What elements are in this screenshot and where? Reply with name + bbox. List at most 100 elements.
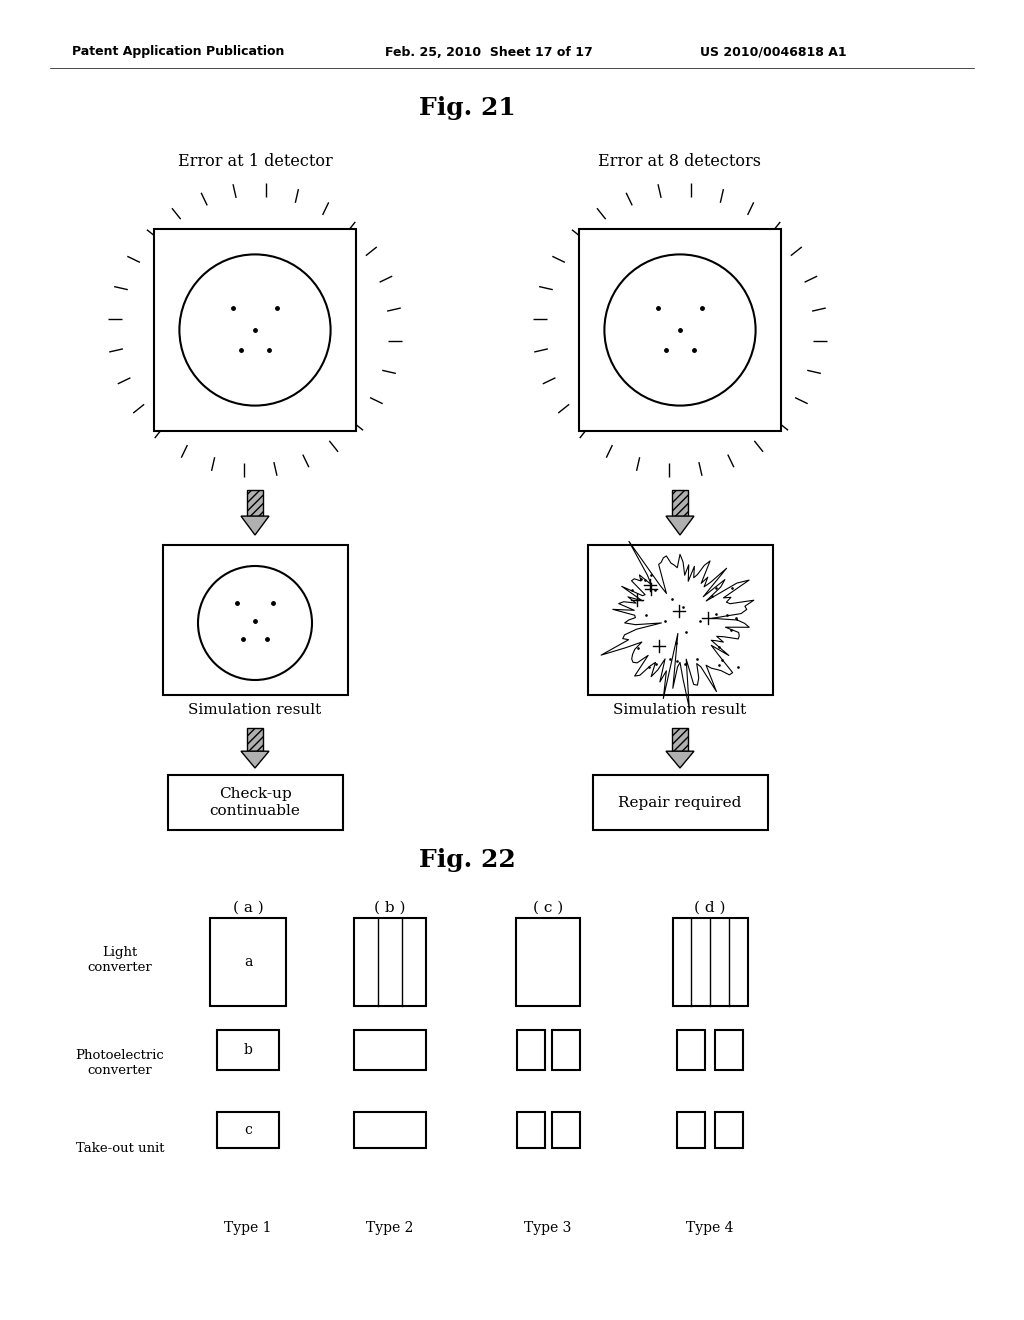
Bar	[516, 1111, 545, 1148]
Polygon shape	[720, 189, 723, 203]
Text: Patent Application Publication: Patent Application Publication	[72, 45, 285, 58]
Bar	[715, 1111, 743, 1148]
Polygon shape	[380, 276, 392, 282]
Polygon shape	[580, 428, 589, 438]
Polygon shape	[543, 378, 555, 384]
Polygon shape	[728, 454, 734, 467]
Polygon shape	[118, 378, 130, 384]
Polygon shape	[146, 230, 158, 239]
Polygon shape	[539, 286, 553, 289]
Polygon shape	[805, 276, 817, 282]
Polygon shape	[755, 441, 763, 451]
Bar	[247, 490, 263, 516]
Polygon shape	[535, 348, 548, 352]
Polygon shape	[666, 516, 694, 535]
Polygon shape	[795, 397, 808, 404]
Polygon shape	[241, 751, 269, 768]
Text: Type 4: Type 4	[686, 1221, 734, 1236]
Bar	[593, 775, 768, 830]
Polygon shape	[666, 751, 694, 768]
Text: US 2010/0046818 A1: US 2010/0046818 A1	[700, 45, 847, 58]
Polygon shape	[295, 189, 298, 203]
Polygon shape	[155, 428, 164, 438]
Polygon shape	[597, 209, 605, 219]
Polygon shape	[387, 308, 400, 312]
Polygon shape	[273, 462, 276, 475]
Polygon shape	[303, 454, 309, 467]
Polygon shape	[212, 457, 215, 471]
Text: ( b ): ( b )	[374, 902, 406, 915]
Polygon shape	[323, 202, 329, 215]
Bar	[155, 230, 355, 430]
Text: Simulation result: Simulation result	[613, 704, 746, 717]
Text: Error at 8 detectors: Error at 8 detectors	[598, 153, 762, 170]
Text: Repair required: Repair required	[618, 796, 741, 809]
Text: Light
converter: Light converter	[88, 946, 153, 974]
Polygon shape	[110, 348, 123, 352]
Polygon shape	[777, 421, 788, 430]
Bar	[354, 917, 426, 1006]
Polygon shape	[201, 193, 207, 206]
Text: Photoelectric
converter: Photoelectric converter	[76, 1049, 165, 1077]
Polygon shape	[114, 286, 128, 289]
Circle shape	[604, 255, 756, 405]
Polygon shape	[558, 404, 569, 413]
Circle shape	[198, 566, 312, 680]
Polygon shape	[606, 445, 612, 458]
Bar	[217, 1030, 279, 1071]
Polygon shape	[370, 397, 383, 404]
Polygon shape	[812, 308, 825, 312]
Polygon shape	[572, 230, 583, 239]
Bar	[168, 775, 342, 830]
Bar	[217, 1111, 279, 1148]
Text: Fig. 21: Fig. 21	[419, 96, 515, 120]
Bar	[516, 1030, 545, 1071]
Bar	[354, 1030, 426, 1071]
Polygon shape	[698, 462, 702, 475]
Polygon shape	[330, 441, 338, 451]
Polygon shape	[241, 516, 269, 535]
Polygon shape	[771, 222, 780, 232]
Text: Check-up
continuable: Check-up continuable	[210, 788, 300, 817]
Polygon shape	[382, 371, 396, 374]
Bar	[588, 545, 772, 696]
Text: Type 2: Type 2	[367, 1221, 414, 1236]
Bar	[552, 1111, 580, 1148]
Bar	[673, 917, 748, 1006]
Bar	[677, 1030, 705, 1071]
Text: Take-out unit: Take-out unit	[76, 1142, 164, 1155]
Text: a: a	[244, 954, 252, 969]
Polygon shape	[127, 256, 140, 263]
Bar	[715, 1030, 743, 1071]
Bar	[163, 545, 347, 696]
Polygon shape	[637, 457, 640, 471]
Polygon shape	[552, 256, 565, 263]
Polygon shape	[346, 222, 355, 232]
Polygon shape	[807, 371, 821, 374]
Text: ( c ): ( c )	[532, 902, 563, 915]
Polygon shape	[658, 185, 662, 198]
Bar	[677, 1111, 705, 1148]
Text: Feb. 25, 2010  Sheet 17 of 17: Feb. 25, 2010 Sheet 17 of 17	[385, 45, 593, 58]
Polygon shape	[366, 247, 377, 256]
Polygon shape	[233, 185, 237, 198]
Text: Simulation result: Simulation result	[188, 704, 322, 717]
Text: b: b	[244, 1043, 253, 1057]
Bar	[672, 729, 688, 751]
Bar	[247, 729, 263, 751]
Bar	[354, 1111, 426, 1148]
Polygon shape	[181, 445, 187, 458]
Polygon shape	[133, 404, 144, 413]
Bar	[580, 230, 781, 430]
Polygon shape	[172, 209, 180, 219]
Polygon shape	[748, 202, 754, 215]
Text: Type 3: Type 3	[524, 1221, 571, 1236]
Text: Error at 1 detector: Error at 1 detector	[177, 153, 333, 170]
Circle shape	[179, 255, 331, 405]
Text: ( d ): ( d )	[694, 902, 726, 915]
Bar	[210, 917, 286, 1006]
Polygon shape	[626, 193, 632, 206]
Bar	[552, 1030, 580, 1071]
Bar	[672, 490, 688, 516]
Text: Type 1: Type 1	[224, 1221, 271, 1236]
